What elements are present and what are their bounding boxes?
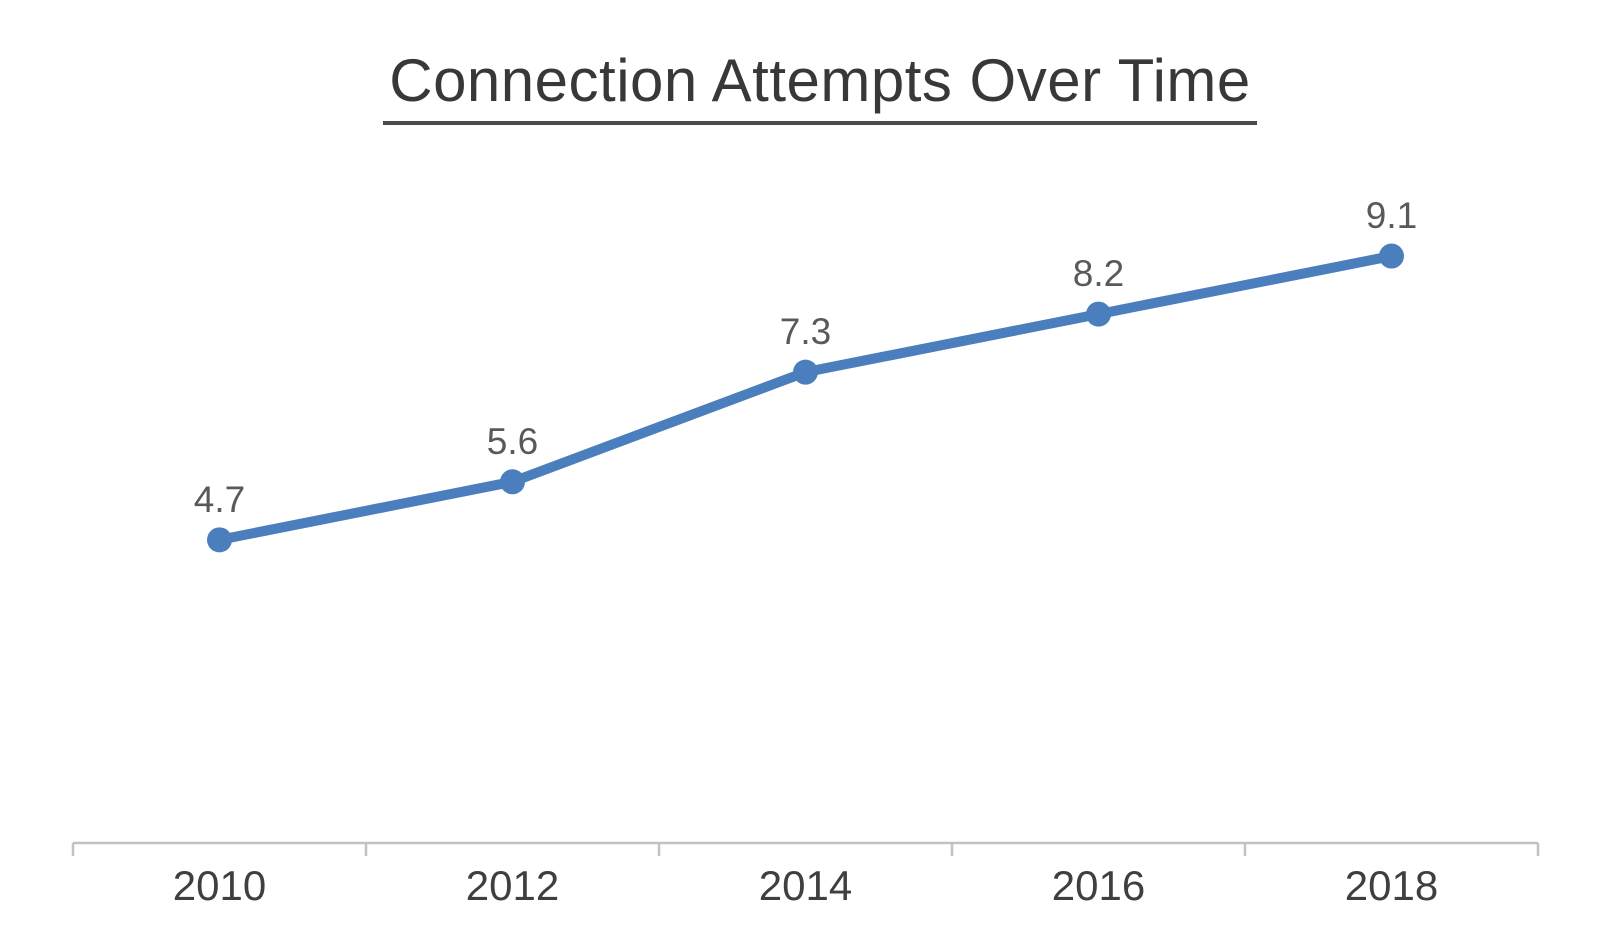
- data-label: 5.6: [487, 421, 538, 462]
- data-point-marker: [500, 469, 525, 495]
- x-axis-tick-label: 2014: [759, 862, 852, 909]
- x-axis-tick-label: 2018: [1345, 862, 1438, 909]
- x-axis-tick-label: 2010: [173, 862, 266, 909]
- data-point-marker: [1086, 301, 1111, 327]
- data-point-marker: [793, 359, 818, 385]
- series-line: [214, 251, 1397, 545]
- data-label: 7.3: [780, 311, 831, 352]
- data-point-marker: [1379, 243, 1404, 269]
- chart-title: Connection Attempts Over Time: [20, 48, 1600, 125]
- x-axis-tick-label: 2016: [1052, 862, 1145, 909]
- x-axis-tick-label: 2012: [466, 862, 559, 909]
- data-label: 8.2: [1073, 253, 1124, 294]
- chart-title-text: Connection Attempts Over Time: [383, 48, 1257, 125]
- data-point-marker: [207, 527, 232, 553]
- data-label: 9.1: [1366, 195, 1417, 236]
- data-label: 4.7: [194, 479, 245, 520]
